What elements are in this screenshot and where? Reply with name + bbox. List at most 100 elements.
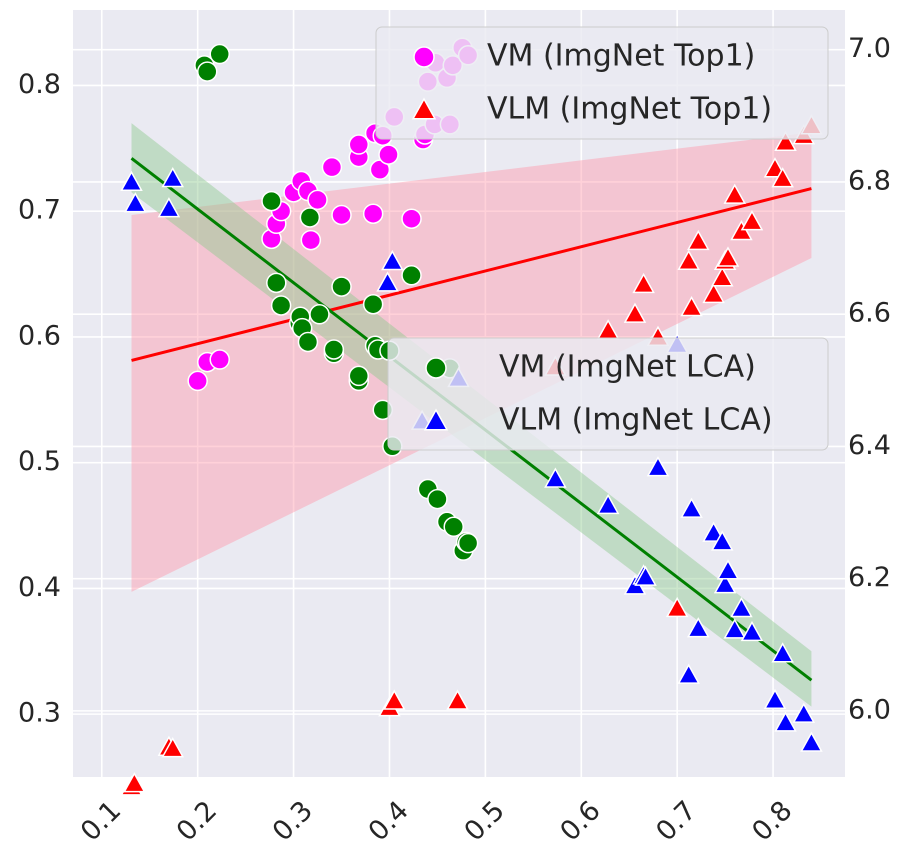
data-point xyxy=(596,493,620,515)
data-point xyxy=(686,617,710,638)
data-point xyxy=(300,229,322,251)
data-point xyxy=(800,731,823,752)
data-point xyxy=(381,249,404,271)
data-point xyxy=(713,573,737,594)
data-point xyxy=(730,219,753,241)
data-point xyxy=(771,642,794,663)
data-point xyxy=(321,156,343,178)
legend-center-right: VM (ImgNet LCA) VLM (ImgNet LCA) xyxy=(387,337,829,451)
legend-label: VM (ImgNet LCA) xyxy=(499,350,756,385)
data-point xyxy=(792,702,816,723)
data-point xyxy=(401,265,422,286)
data-point xyxy=(378,144,399,165)
data-point xyxy=(646,456,670,477)
data-point xyxy=(774,130,797,151)
data-point xyxy=(331,204,352,226)
legend-label: VLM (ImgNet Top1) xyxy=(487,92,772,127)
y-right-tick-label: 6.0 xyxy=(848,694,891,725)
data-point xyxy=(623,302,647,323)
data-point xyxy=(331,276,352,297)
y-left-tick-label: 0.7 xyxy=(18,195,61,226)
data-point xyxy=(634,565,657,586)
data-point xyxy=(309,304,330,325)
y-right-tick-label: 6.4 xyxy=(848,430,891,461)
legend-marker xyxy=(413,46,435,68)
y-right-tick-label: 6.2 xyxy=(848,562,891,593)
legend-marker xyxy=(423,408,449,431)
x-tick-label: 0.5 xyxy=(459,795,511,847)
data-point xyxy=(307,189,328,211)
x-tick-label: 0.6 xyxy=(554,795,606,847)
y-left-tick-label: 0.8 xyxy=(18,69,61,100)
data-point xyxy=(187,370,208,392)
data-point xyxy=(124,192,147,213)
data-point xyxy=(120,170,143,192)
data-point xyxy=(443,516,464,538)
data-point xyxy=(665,596,689,618)
data-point xyxy=(740,620,764,642)
data-point xyxy=(457,532,479,554)
y-left-tick-label: 0.6 xyxy=(18,320,61,351)
data-point xyxy=(702,521,725,542)
y-left-tick-label: 0.4 xyxy=(18,572,61,603)
data-point xyxy=(209,43,230,65)
y-right-tick-label: 6.8 xyxy=(848,165,891,196)
data-point xyxy=(123,772,146,793)
data-point xyxy=(369,159,391,180)
data-point xyxy=(677,663,700,684)
x-tick-label: 0.8 xyxy=(746,795,798,847)
data-point xyxy=(266,272,287,294)
data-point xyxy=(686,229,710,251)
data-point xyxy=(677,249,700,271)
data-point xyxy=(348,134,370,155)
data-point xyxy=(774,711,797,732)
y-right-tick-label: 6.6 xyxy=(848,298,891,329)
data-point xyxy=(730,596,753,618)
data-point xyxy=(297,331,319,353)
data-point xyxy=(723,183,746,204)
data-point xyxy=(680,497,703,518)
data-point xyxy=(716,559,740,580)
y-left-tick-label: 0.5 xyxy=(18,446,61,477)
data-point xyxy=(446,689,469,710)
data-point xyxy=(362,203,384,224)
regression-line xyxy=(131,187,812,362)
data-point xyxy=(723,618,746,639)
data-point xyxy=(348,365,370,387)
data-point xyxy=(197,61,218,82)
data-point xyxy=(376,271,399,292)
legend-top-right: VM (ImgNet Top1) VLM (ImgNet Top1) xyxy=(375,26,829,140)
data-point xyxy=(632,272,655,294)
y-right-tick-label: 7.0 xyxy=(848,33,891,64)
legend-label: VM (ImgNet Top1) xyxy=(487,39,755,74)
y-left-tick-label: 0.3 xyxy=(18,698,61,729)
data-point xyxy=(261,190,282,212)
x-tick-label: 0.1 xyxy=(75,795,127,847)
data-point xyxy=(161,737,185,758)
data-point xyxy=(157,197,181,218)
data-point xyxy=(362,293,384,315)
data-point xyxy=(680,295,703,317)
x-tick-label: 0.7 xyxy=(650,795,702,847)
data-point xyxy=(702,282,725,304)
legend-label: VLM (ImgNet LCA) xyxy=(499,403,773,438)
data-point xyxy=(710,266,734,287)
legend-marker xyxy=(425,357,447,379)
data-point xyxy=(763,688,787,710)
x-tick-label: 0.2 xyxy=(171,795,223,847)
legend-box xyxy=(375,26,829,140)
data-point xyxy=(740,210,764,231)
data-point xyxy=(771,167,794,188)
data-point xyxy=(710,530,734,551)
x-tick-label: 0.4 xyxy=(363,795,415,847)
legend-box xyxy=(387,337,829,451)
data-point xyxy=(544,467,567,488)
data-point xyxy=(299,207,321,228)
data-point xyxy=(427,488,448,510)
data-point xyxy=(209,349,230,370)
data-point xyxy=(270,295,292,316)
x-tick-label: 0.3 xyxy=(267,795,319,847)
data-point xyxy=(401,208,422,229)
legend-marker xyxy=(411,97,437,120)
